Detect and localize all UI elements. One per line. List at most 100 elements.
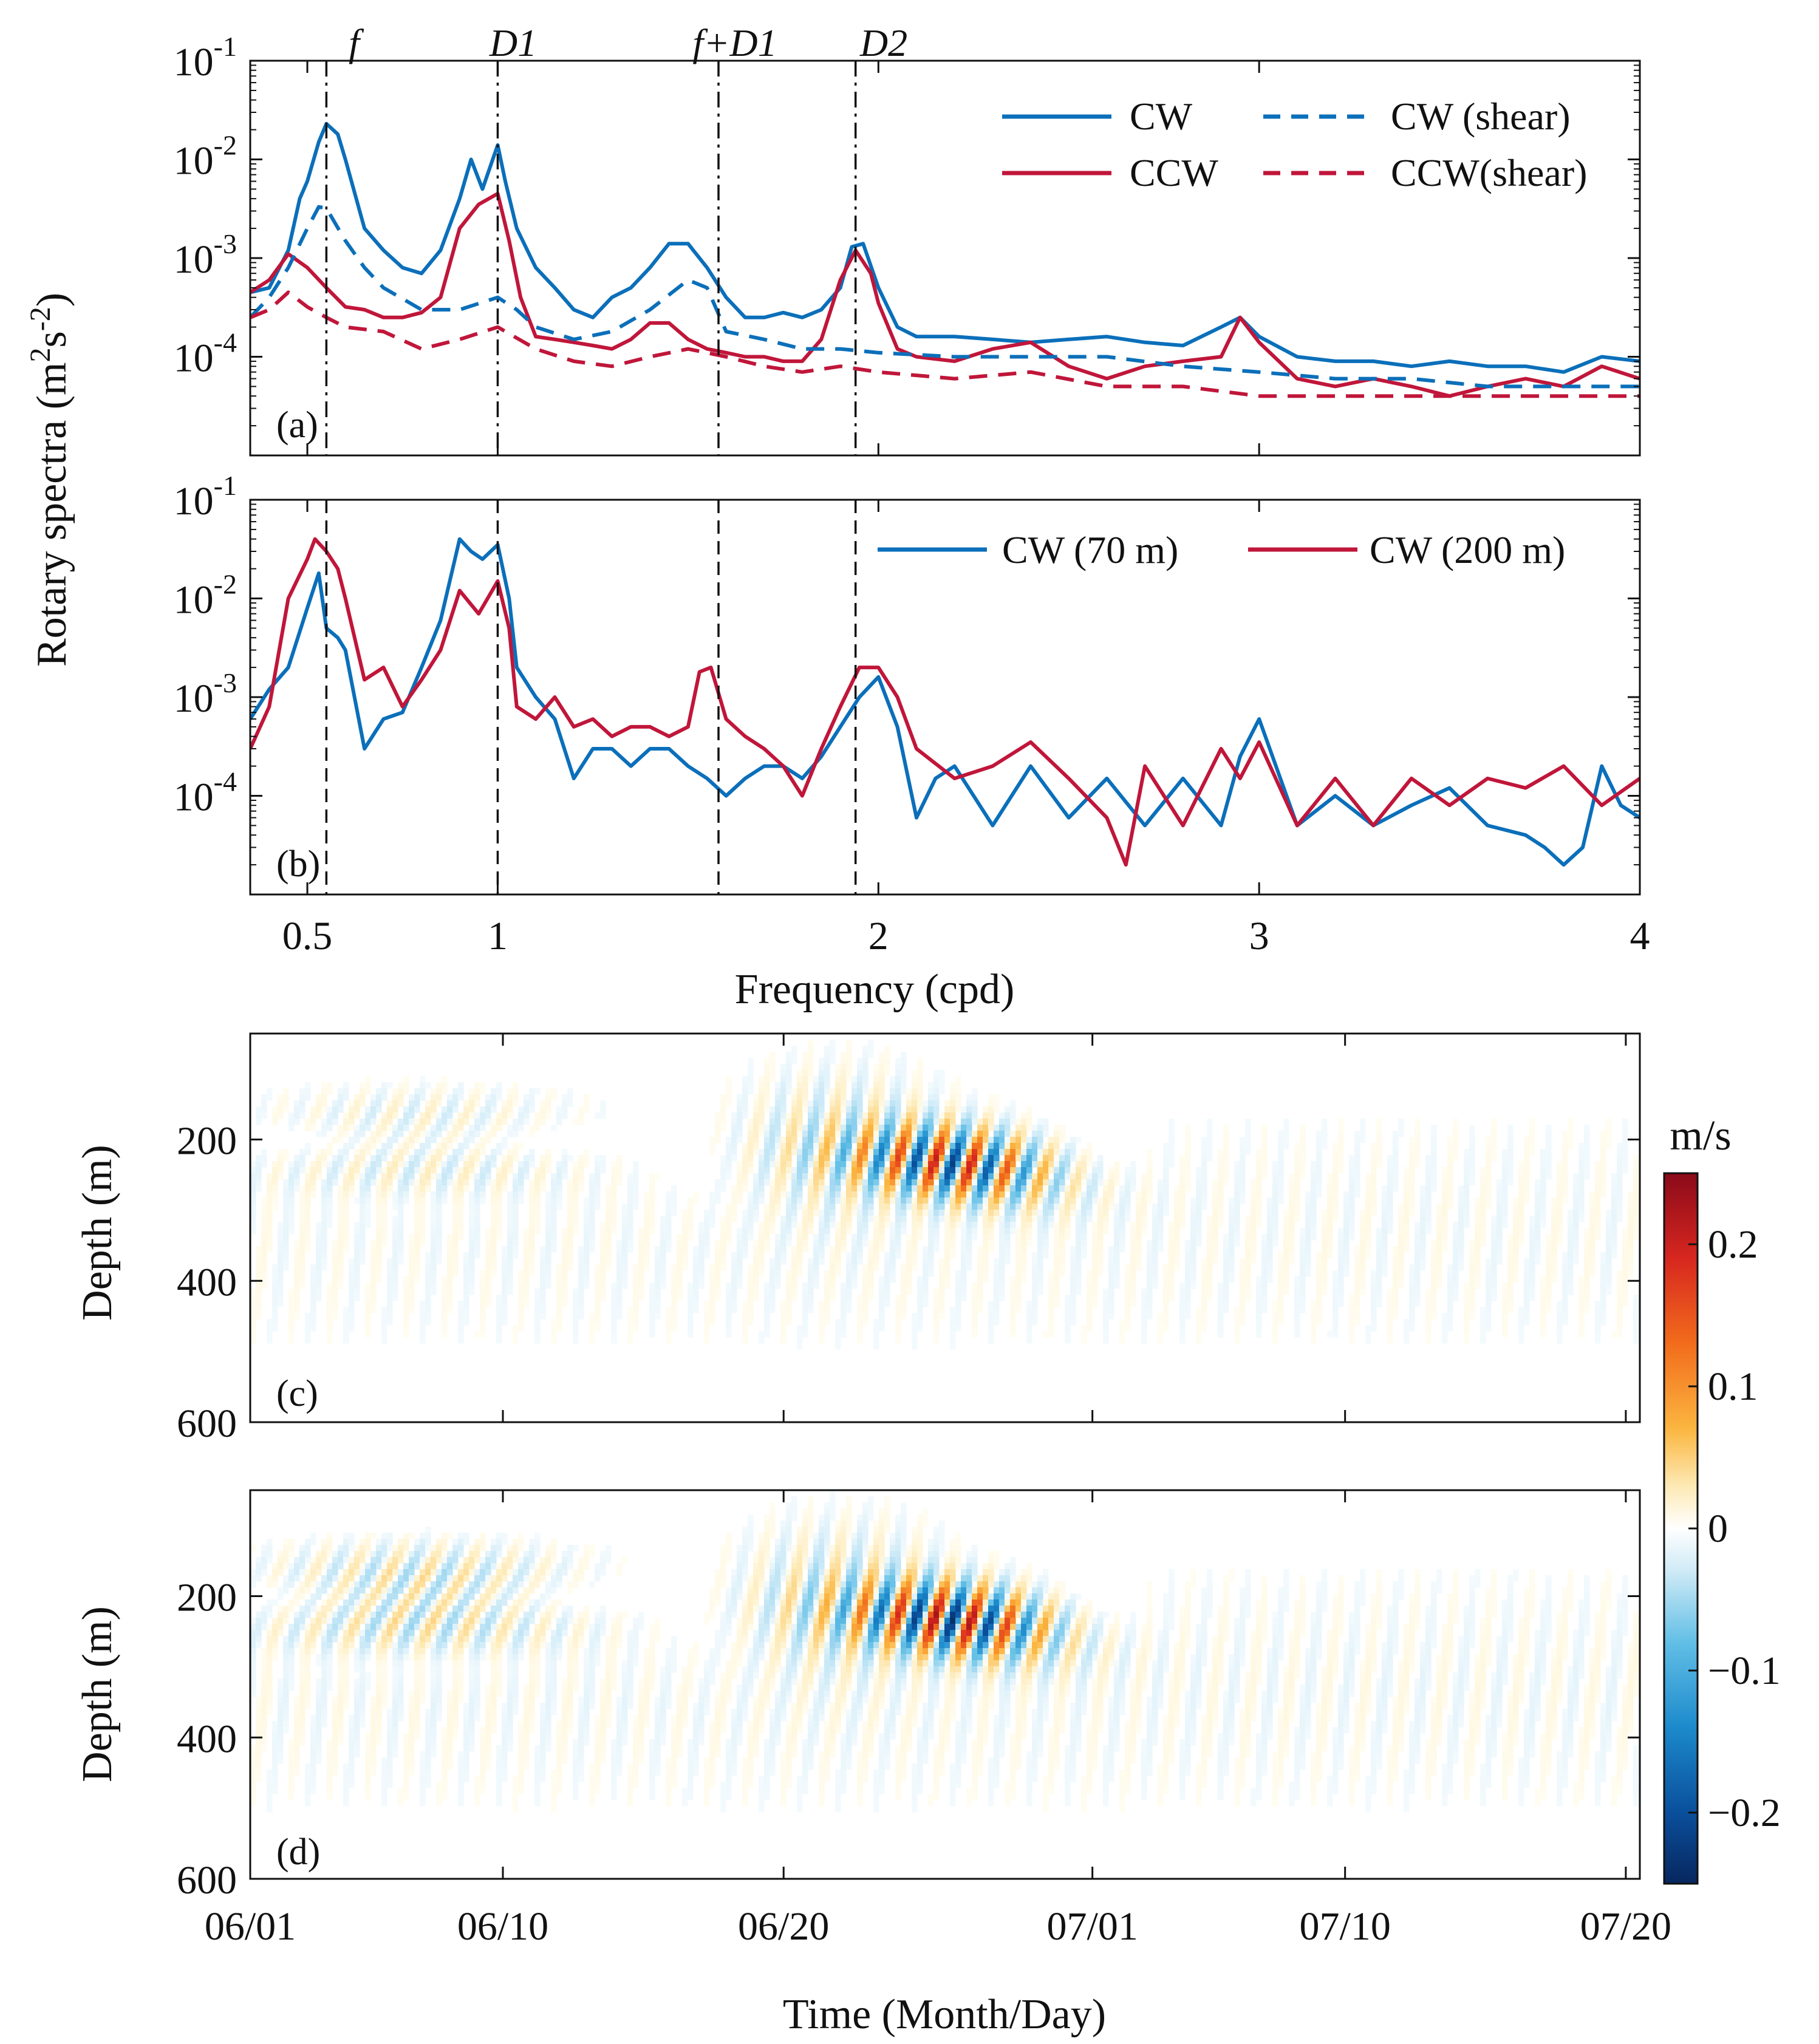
c-cell [1097, 1210, 1104, 1216]
c-cell [409, 1100, 415, 1107]
c-cell [1201, 1161, 1207, 1168]
c-cell [1524, 1155, 1530, 1162]
c-cell [1316, 1143, 1322, 1150]
c-cell [824, 1240, 830, 1247]
c-cell [1573, 1234, 1579, 1241]
c-cell [1054, 1228, 1060, 1235]
c-cell [944, 1246, 950, 1253]
c-cell [1169, 1234, 1175, 1241]
c-cell [655, 1258, 661, 1265]
c-cell [1005, 1240, 1011, 1247]
c-cell [917, 1210, 923, 1216]
c-cell [939, 1155, 945, 1162]
c-cell [376, 1246, 382, 1253]
c-cell [1059, 1155, 1065, 1162]
c-cell [250, 1179, 256, 1186]
c-cell [327, 1173, 333, 1180]
c-cell [660, 1216, 666, 1222]
c-cell [1097, 1258, 1104, 1265]
c-cell [1458, 1185, 1464, 1192]
c-cell [1518, 1210, 1524, 1216]
c-cell [409, 1137, 415, 1143]
c-cell [425, 1131, 431, 1137]
c-cell [1092, 1173, 1098, 1180]
c-cell [627, 1222, 633, 1228]
c-cell [797, 1270, 803, 1277]
c-cell [1185, 1167, 1191, 1174]
c-cell [955, 1082, 961, 1089]
c-cell [1169, 1161, 1175, 1168]
c-cell [1354, 1252, 1360, 1259]
c-cell [1469, 1258, 1475, 1265]
c-cell [813, 1100, 819, 1107]
c-cell [923, 1264, 929, 1271]
c-cell [431, 1258, 437, 1265]
c-cell [912, 1173, 918, 1180]
c-cell [1245, 1246, 1251, 1253]
c-cell [1207, 1222, 1213, 1228]
c-cell [704, 1222, 710, 1228]
c-cell [250, 1216, 256, 1222]
c-cell [1529, 1264, 1535, 1271]
c-cell [507, 1100, 513, 1107]
c-cell [1158, 1240, 1164, 1247]
c-cell [813, 1246, 819, 1253]
c-cell [316, 1252, 322, 1259]
c-cell [1048, 1149, 1054, 1156]
c-cell [879, 1125, 885, 1131]
c-cell [906, 1270, 912, 1277]
c-cell [256, 1112, 262, 1119]
c-cell [1540, 1155, 1546, 1162]
c-cell [813, 1258, 819, 1265]
c-cell [895, 1197, 901, 1204]
c-cell [1327, 1216, 1333, 1222]
c-cell [545, 1204, 551, 1210]
c-cell [955, 1161, 961, 1168]
panel-a-label: (a) [276, 404, 318, 446]
c-cell [398, 1119, 404, 1125]
c-cell [1496, 1185, 1503, 1192]
c-cell [923, 1270, 929, 1277]
c-cell [1065, 1143, 1071, 1150]
c-cell [742, 1094, 748, 1101]
c-cell [983, 1246, 989, 1253]
c-cell [573, 1179, 579, 1186]
c-cell [589, 1191, 595, 1198]
c-cell [797, 1191, 803, 1198]
c-cell [1387, 1185, 1393, 1192]
c-cell [491, 1246, 497, 1253]
c-cell [890, 1125, 896, 1131]
c-cell [1010, 1197, 1016, 1204]
c-cell [901, 1131, 907, 1137]
c-cell [480, 1173, 486, 1180]
c-cell [791, 1131, 797, 1137]
c-cell [950, 1094, 956, 1101]
c-cell [846, 1137, 852, 1143]
c-cell [507, 1234, 513, 1241]
c-cell [1349, 1228, 1355, 1235]
c-cell [1480, 1173, 1486, 1180]
c-cell [507, 1258, 513, 1265]
c-cell [1387, 1228, 1393, 1235]
c-cell [966, 1131, 972, 1137]
c-cell [906, 1204, 912, 1210]
c-cell [584, 1240, 590, 1247]
c-cell [862, 1058, 869, 1065]
c-cell [1141, 1179, 1147, 1186]
c-cell [1097, 1270, 1104, 1277]
c-cell [775, 1125, 781, 1131]
c-cell [261, 1210, 267, 1216]
c-cell [759, 1179, 765, 1186]
c-cell [1032, 1264, 1038, 1271]
c-cell [491, 1179, 497, 1186]
c-cell [1092, 1240, 1098, 1247]
c-cell [1223, 1173, 1229, 1180]
c-cell [715, 1270, 721, 1277]
c-cell [436, 1179, 442, 1186]
c-cell [267, 1173, 273, 1180]
c-cell [556, 1185, 562, 1192]
c-cell [753, 1131, 759, 1137]
c-cell [1507, 1264, 1514, 1271]
c-cell [474, 1246, 480, 1253]
a-series-cw [250, 121, 1640, 374]
